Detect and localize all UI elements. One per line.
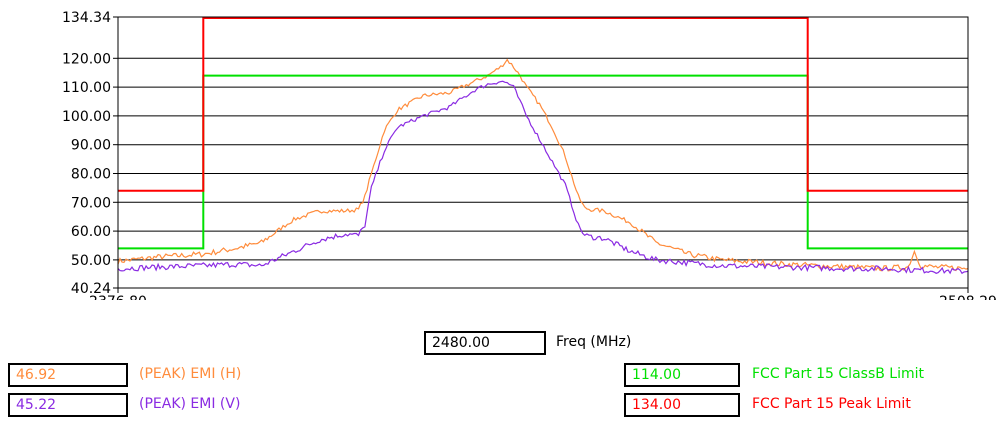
plot-frame <box>117 16 969 289</box>
x-tick-label: 2376.80 <box>89 294 147 300</box>
cursor-frequency-field[interactable]: 2480.00 <box>424 331 546 355</box>
y-tick-label: 80.00 <box>71 166 111 182</box>
y-tick-label: 60.00 <box>71 224 111 240</box>
series-line-1 <box>117 80 969 275</box>
series-line-3 <box>118 17 968 192</box>
y-tick-label: 90.00 <box>71 138 111 154</box>
legend-peak-limit-value[interactable]: 134.00 <box>624 393 740 417</box>
legend-peak-limit-label: FCC Part 15 Peak Limit <box>752 396 911 412</box>
legend-emi-v-label: (PEAK) EMI (V) <box>139 396 241 412</box>
x-tick-label: 2508.29 <box>939 294 997 300</box>
emi-chart: 134.34 120.00 110.00 100.00 90.00 80.00 70.00 6… <box>62 10 997 300</box>
y-tick-label: 50.00 <box>71 253 111 269</box>
series-line-2 <box>118 74 968 250</box>
legend-emi-v-value[interactable]: 45.22 <box>8 393 128 417</box>
series-lines <box>117 17 969 275</box>
grid-lines <box>118 57 968 261</box>
legend-emi-h-value[interactable]: 46.92 <box>8 363 128 387</box>
y-tick-label: 120.00 <box>62 51 111 67</box>
y-tick-label: 40.24 <box>71 281 111 297</box>
legend-classb-value[interactable]: 114.00 <box>624 363 740 387</box>
y-axis: 134.34 120.00 110.00 100.00 90.00 80.00 70.00 6… <box>62 10 118 297</box>
cursor-frequency-label: Freq (MHz) <box>556 334 632 350</box>
y-tick-label: 70.00 <box>71 195 111 211</box>
y-tick-label: 100.00 <box>62 109 111 125</box>
series-line-0 <box>117 58 969 272</box>
y-tick-label: 110.00 <box>62 80 111 96</box>
y-tick-label: 134.34 <box>62 10 111 26</box>
legend-classb-label: FCC Part 15 ClassB Limit <box>752 366 924 382</box>
x-axis: 2376.80 2508.29 <box>89 288 997 300</box>
legend-emi-h-label: (PEAK) EMI (H) <box>139 366 242 382</box>
